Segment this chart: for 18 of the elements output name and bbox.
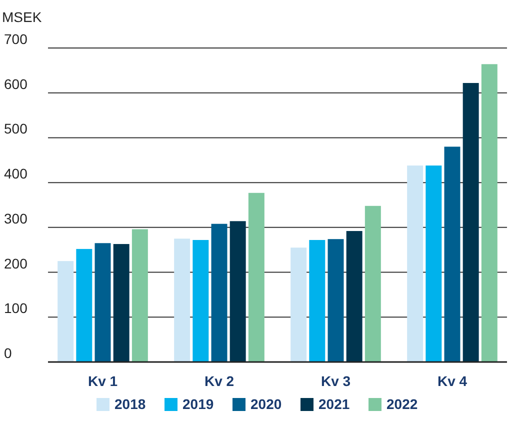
y-tick-label: 700 <box>4 31 28 47</box>
y-axis-title: MSEK <box>2 9 42 25</box>
legend-label: 2019 <box>182 396 214 412</box>
legend-label: 2022 <box>386 396 418 412</box>
legend-label: 2021 <box>318 396 350 412</box>
y-tick-label: 400 <box>4 166 28 182</box>
y-tick-label: 100 <box>4 300 28 316</box>
x-tick-label: Kv 2 <box>204 373 234 389</box>
y-tick-label: 0 <box>4 345 12 361</box>
y-tick-label: 300 <box>4 210 28 226</box>
x-tick-label: Kv 4 <box>437 373 468 389</box>
y-tick-label: 600 <box>4 76 28 92</box>
legend-label: 2020 <box>250 396 282 412</box>
y-tick-label: 200 <box>4 255 28 272</box>
y-tick-label: 500 <box>4 120 28 137</box>
legend-label: 2018 <box>114 396 146 412</box>
x-tick-label: Kv 1 <box>88 373 118 389</box>
x-tick-label: Kv 3 <box>320 373 351 389</box>
